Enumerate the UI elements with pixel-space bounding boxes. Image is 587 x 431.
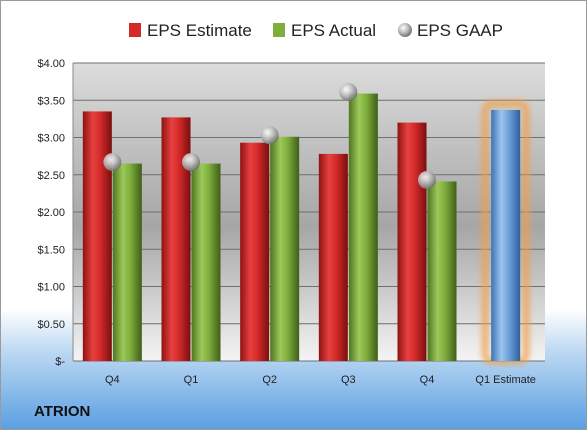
y-axis: $4.00 $3.50 $3.00 $2.50 $2.00 $1.50 $1.00 $0.50… bbox=[37, 58, 74, 368]
bar-eps-actual bbox=[270, 136, 300, 361]
bar-eps-estimate bbox=[240, 142, 270, 361]
y-tick-label: $4.00 bbox=[37, 58, 65, 70]
bar-eps-estimate bbox=[318, 153, 348, 361]
point-eps-gaap bbox=[339, 83, 358, 102]
legend-swatch-eps-actual bbox=[273, 23, 285, 37]
legend-swatch-eps-gaap bbox=[398, 23, 412, 37]
legend-label-eps-actual: EPS Actual bbox=[291, 21, 376, 40]
bar-eps-estimate bbox=[397, 122, 427, 361]
y-tick-label: $1.00 bbox=[37, 282, 65, 294]
x-tick-label: Q4 bbox=[105, 374, 120, 386]
x-tick-label: Q2 bbox=[262, 374, 277, 386]
bar-eps-actual bbox=[348, 93, 378, 362]
company-name: ATRION bbox=[34, 403, 91, 420]
bar-eps-actual bbox=[191, 163, 221, 361]
legend: EPS Estimate EPS Actual EPS GAAP bbox=[129, 21, 503, 40]
x-tick-label: Q4 bbox=[420, 374, 435, 386]
x-axis: Q4 Q1 Q2 Q3 Q4 Q1 Estimate bbox=[105, 374, 536, 386]
y-tick-label: $3.00 bbox=[37, 133, 65, 145]
y-tick-label: $0.50 bbox=[37, 319, 65, 331]
legend-label-eps-gaap: EPS GAAP bbox=[417, 21, 503, 40]
gaap-points bbox=[103, 83, 436, 189]
point-eps-gaap bbox=[103, 153, 122, 172]
y-tick-label: $3.50 bbox=[37, 95, 65, 107]
legend-label-eps-estimate: EPS Estimate bbox=[147, 21, 252, 40]
bar-eps-actual bbox=[427, 181, 457, 361]
y-tick-label: $2.50 bbox=[37, 170, 65, 182]
point-eps-gaap bbox=[418, 170, 436, 189]
y-tick-label: $2.00 bbox=[37, 207, 65, 219]
bar-eps-estimate bbox=[161, 117, 191, 361]
x-tick-label: Q1 Estimate bbox=[475, 374, 536, 386]
x-tick-label: Q3 bbox=[341, 374, 356, 386]
grid-lines bbox=[73, 62, 545, 362]
bar-eps-actual bbox=[112, 163, 142, 361]
point-eps-gaap bbox=[182, 153, 200, 172]
y-tick-label: $1.50 bbox=[37, 244, 65, 256]
bar-eps-estimate bbox=[82, 111, 112, 361]
bars bbox=[82, 93, 530, 365]
point-eps-gaap bbox=[260, 126, 279, 145]
y-tick-label: $- bbox=[55, 356, 65, 368]
legend-swatch-eps-estimate bbox=[129, 23, 141, 37]
x-tick-label: Q1 bbox=[184, 374, 199, 386]
bar-projection bbox=[491, 109, 521, 361]
